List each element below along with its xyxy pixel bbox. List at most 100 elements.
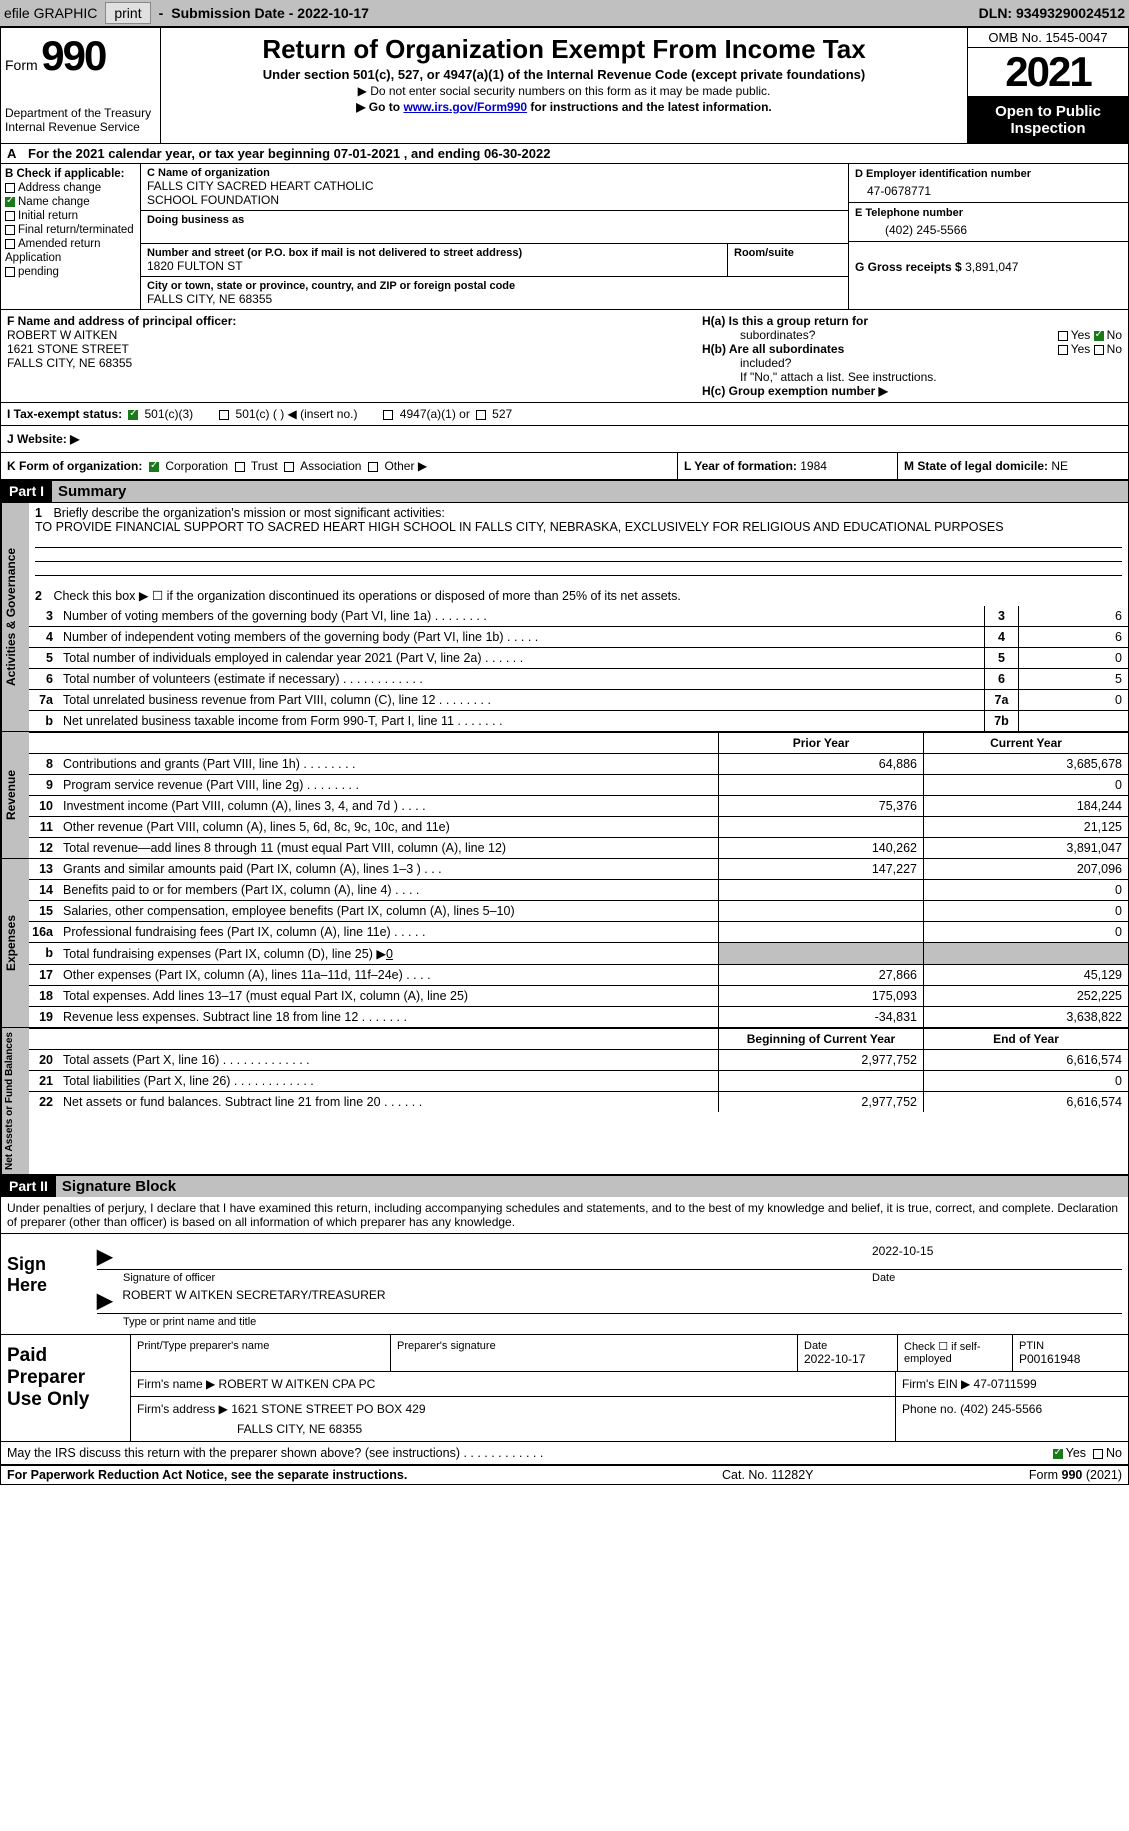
vert-netassets: Net Assets or Fund Balances: [1, 1028, 29, 1174]
expenses-section: Expenses 13Grants and similar amounts pa…: [1, 858, 1128, 1027]
hb-no[interactable]: No: [1094, 342, 1122, 356]
form-title: Return of Organization Exempt From Incom…: [165, 34, 963, 65]
addr-grid: Number and street (or P.O. box if mail i…: [141, 244, 848, 277]
ha-yes[interactable]: Yes: [1058, 328, 1091, 342]
dept-irs: Internal Revenue Service: [5, 120, 156, 134]
ck-application[interactable]: Application: [5, 252, 136, 264]
city-cell: City or town, state or province, country…: [141, 277, 848, 309]
ck-4947[interactable]: 4947(a)(1) or: [383, 407, 469, 421]
submission-label: Submission Date - 2022-10-17: [171, 5, 369, 21]
form-instr-2: ▶ Go to www.irs.gov/Form990 for instruct…: [165, 100, 963, 114]
col-b-checkboxes: B Check if applicable: Address change Na…: [1, 164, 141, 309]
org-name-cell: C Name of organization FALLS CITY SACRED…: [141, 164, 848, 211]
footer-left: For Paperwork Reduction Act Notice, see …: [7, 1468, 722, 1482]
activities-section: Activities & Governance 1 Briefly descri…: [1, 502, 1128, 731]
toolbar: efile GRAPHIC print - Submission Date - …: [0, 0, 1129, 26]
dept-treasury: Department of the Treasury: [5, 106, 156, 120]
ck-self-employed[interactable]: Check ☐ if self-employed: [898, 1335, 1013, 1371]
group-return: H(a) Is this a group return for subordin…: [696, 310, 1128, 402]
form-990: Form 990 Department of the Treasury Inte…: [0, 26, 1129, 1485]
vert-revenue: Revenue: [1, 732, 29, 858]
ck-trust[interactable]: Trust: [235, 459, 278, 473]
sig-fields: ▶ 2022-10-15 Signature of officerDate ▶ …: [91, 1234, 1128, 1334]
page-footer: For Paperwork Reduction Act Notice, see …: [1, 1464, 1128, 1484]
room-cell: Room/suite: [728, 244, 848, 277]
open-inspection: Open to Public Inspection: [968, 97, 1128, 143]
ck-501c3[interactable]: 501(c)(3): [128, 407, 193, 421]
footer-center: Cat. No. 11282Y: [722, 1468, 922, 1482]
website-row: J Website: ▶: [1, 425, 1128, 452]
ck-assoc[interactable]: Association: [284, 459, 361, 473]
sig-date-value: 2022-10-15: [872, 1244, 1122, 1269]
form-of-org: K Form of organization: Corporation Trus…: [1, 453, 678, 479]
line-2: 2 Check this box ▶ ☐ if the organization…: [29, 585, 1128, 606]
hb-yes[interactable]: Yes: [1058, 342, 1091, 356]
header-mid: Return of Organization Exempt From Incom…: [161, 28, 968, 143]
mission-text: TO PROVIDE FINANCIAL SUPPORT TO SACRED H…: [35, 520, 1122, 534]
form-subtitle: Under section 501(c), 527, or 4947(a)(1)…: [165, 67, 963, 82]
sign-here-label: Sign Here: [1, 1234, 91, 1334]
part-2-title: Signature Block: [56, 1176, 1128, 1197]
footer-right: Form 990 (2021): [922, 1468, 1122, 1482]
ck-address[interactable]: Address change: [5, 182, 136, 194]
state-domicile: M State of legal domicile: NE: [898, 453, 1128, 479]
principal-officer: F Name and address of principal officer:…: [1, 310, 696, 402]
discuss-no[interactable]: No: [1093, 1446, 1122, 1460]
dba-cell: Doing business as: [141, 211, 848, 244]
efile-label: efile GRAPHIC: [4, 5, 97, 21]
arrow-icon: ▶: [97, 1288, 112, 1313]
part-2-header: Part II Signature Block: [1, 1174, 1128, 1197]
print-button[interactable]: print: [105, 2, 150, 24]
header-right: OMB No. 1545-0047 2021 Open to Public In…: [968, 28, 1128, 143]
form-number: 990: [41, 32, 105, 79]
row-klm: K Form of organization: Corporation Trus…: [1, 452, 1128, 479]
discuss-yes[interactable]: Yes: [1053, 1446, 1086, 1460]
ck-501c[interactable]: 501(c) ( ) ◀ (insert no.): [219, 407, 357, 421]
ck-initial[interactable]: Initial return: [5, 210, 136, 222]
vert-activities: Activities & Governance: [1, 503, 29, 731]
part-2-num: Part II: [1, 1176, 56, 1197]
revenue-section: Revenue Prior YearCurrent Year 8Contribu…: [1, 731, 1128, 858]
ck-amended[interactable]: Amended return: [5, 238, 136, 250]
ck-name[interactable]: Name change: [5, 196, 136, 208]
ck-final[interactable]: Final return/terminated: [5, 224, 136, 236]
perjury-text: Under penalties of perjury, I declare th…: [1, 1197, 1128, 1233]
dln: DLN: 93493290024512: [979, 5, 1125, 21]
omb-number: OMB No. 1545-0047: [968, 28, 1128, 48]
tax-year: 2021: [968, 48, 1128, 97]
street-cell: Number and street (or P.O. box if mail i…: [141, 244, 728, 277]
vert-expenses: Expenses: [1, 859, 29, 1027]
sign-here-row: Sign Here ▶ 2022-10-15 Signature of offi…: [1, 1233, 1128, 1334]
col-b-header: B Check if applicable:: [5, 168, 136, 180]
form-instr-1: ▶ Do not enter social security numbers o…: [165, 84, 963, 98]
row-a: A For the 2021 calendar year, or tax yea…: [1, 143, 1128, 163]
part-1-header: Part I Summary: [1, 479, 1128, 502]
arrow-icon: ▶: [97, 1244, 112, 1269]
irs-discuss-row: May the IRS discuss this return with the…: [1, 1441, 1128, 1464]
part-1-title: Summary: [52, 481, 1128, 502]
irs-link[interactable]: www.irs.gov/Form990: [403, 100, 527, 114]
tax-status-label: I Tax-exempt status:: [7, 407, 122, 421]
ck-corp[interactable]: Corporation: [149, 459, 228, 473]
paid-preparer: Paid Preparer Use Only Print/Type prepar…: [1, 1334, 1128, 1441]
part-1-num: Part I: [1, 481, 52, 502]
prep-label: Paid Preparer Use Only: [1, 1335, 131, 1441]
col-d: D Employer identification number 47-0678…: [848, 164, 1128, 309]
col-c: C Name of organization FALLS CITY SACRED…: [141, 164, 848, 309]
ha-no[interactable]: No: [1094, 328, 1122, 342]
toolbar-sep: -: [159, 5, 164, 21]
ck-527[interactable]: 527: [476, 407, 512, 421]
netassets-section: Net Assets or Fund Balances Beginning of…: [1, 1027, 1128, 1174]
ein-cell: D Employer identification number 47-0678…: [849, 164, 1128, 203]
ck-other[interactable]: Other ▶: [368, 459, 427, 473]
tel-cell: E Telephone number (402) 245-5566: [849, 203, 1128, 242]
line-1: 1 Briefly describe the organization's mi…: [29, 503, 1128, 579]
form-header: Form 990 Department of the Treasury Inte…: [1, 28, 1128, 143]
page-container: efile GRAPHIC print - Submission Date - …: [0, 0, 1129, 1485]
entity-grid: B Check if applicable: Address change Na…: [1, 163, 1128, 309]
tax-status-row: I Tax-exempt status: 501(c)(3) 501(c) ( …: [1, 402, 1128, 425]
prep-body: Print/Type preparer's name Preparer's si…: [131, 1335, 1128, 1441]
form-label: Form: [5, 57, 38, 73]
officer-name: ROBERT W AITKEN SECRETARY/TREASURER: [122, 1288, 1122, 1313]
ck-pending: pending: [5, 266, 136, 278]
